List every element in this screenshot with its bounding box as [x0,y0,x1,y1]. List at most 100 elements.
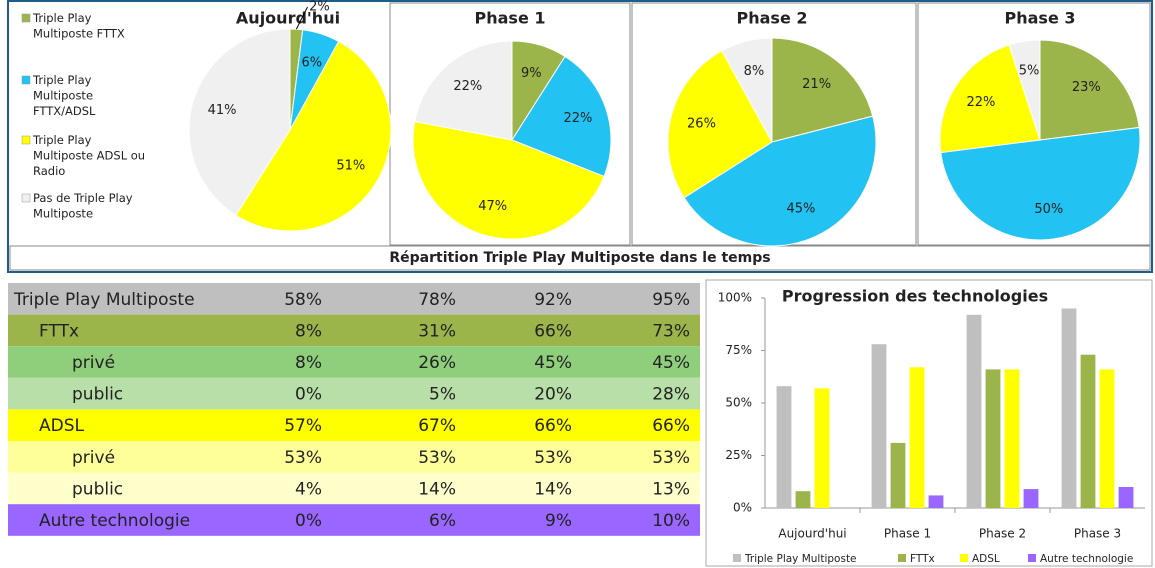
table-cell: 10% [652,511,690,531]
bar [1080,354,1096,508]
pie-slice [235,40,392,232]
y-tick-label: 75% [725,343,752,357]
legend-swatch [21,135,31,145]
row-label: FTTx [39,321,79,341]
table-cell: 20% [534,385,572,405]
row-label: public [72,479,123,499]
data-label: 22% [966,95,995,110]
data-label: 26% [687,116,716,131]
data-label: 6% [302,55,323,70]
bar [1023,489,1039,508]
y-tick-label: 50% [725,396,752,410]
data-label: 5% [1019,63,1040,78]
data-label: 23% [1072,80,1101,95]
table-cell: 28% [652,385,690,405]
x-tick-label: Phase 3 [1074,527,1121,541]
table-cell: 73% [652,321,690,341]
table-row [8,283,700,315]
table-cell: 14% [534,479,572,499]
legend-label: ADSL [972,553,1000,565]
data-label: 21% [802,77,831,92]
table-row [8,409,700,441]
legend-label: FTTx [910,553,935,565]
table-cell: 78% [418,290,456,310]
x-tick-label: Aujourd'hui [778,527,846,541]
pie-slice [412,120,605,240]
data-label: 22% [563,111,592,126]
legend-label: Pas de Triple Play Multiposte [33,191,133,221]
table-row [8,472,700,505]
data-label: 47% [478,199,507,214]
caption: Répartition Triple Play Multiposte dans … [389,250,770,266]
row-label: privé [72,353,115,373]
table-cell: 92% [534,290,572,310]
pie-slice [414,40,513,141]
table-cell: 53% [418,448,456,468]
table-cell: 0% [295,511,322,531]
caption-box [9,245,1151,271]
bar [1118,487,1134,508]
legend-swatch [21,13,31,23]
legend-swatch [1028,554,1036,562]
row-label: ADSL [39,416,85,436]
row-label: Autre technologie [39,511,190,531]
x-tick-label: Phase 1 [884,527,931,541]
table-cell: 66% [534,416,572,436]
y-tick-label: 100% [718,291,752,305]
table-row [8,346,700,378]
table-cell: 45% [534,353,572,373]
pie-slice [188,28,291,216]
y-tick-label: 25% [725,448,752,462]
legend-label: Autre technologie [1040,553,1133,565]
row-label: Triple Play Multiposte [13,290,195,310]
bar [890,442,906,508]
table-row [8,314,700,347]
legend-swatch [21,75,31,85]
table-cell: 8% [295,321,322,341]
bar [909,367,925,508]
table-cell: 4% [295,479,322,499]
table-cell: 53% [284,448,322,468]
data-label: 51% [336,158,365,173]
table-cell: 8% [295,353,322,373]
table-cell: 6% [429,511,456,531]
legend-swatch [733,554,741,562]
table-cell: 14% [418,479,456,499]
y-tick-label: 0% [733,501,752,515]
pie-slice [1039,39,1140,141]
legend-label: Triple Play Multiposte ADSL ou Radio [32,133,145,178]
table-row [8,377,700,410]
table-cell: 13% [652,479,690,499]
table-cell: 66% [534,321,572,341]
panel [917,2,1151,246]
table-cell: 26% [418,353,456,373]
table-cell: 45% [652,353,690,373]
data-label: 50% [1034,202,1063,217]
data-label: 45% [786,201,815,216]
table-cell: 66% [652,416,690,436]
legend-swatch [960,554,968,562]
pie-slice [1008,39,1041,141]
table-cell: 95% [652,290,690,310]
bar [985,369,1001,508]
pie-title: Phase 1 [475,9,546,28]
pie-frame [7,0,1153,273]
pie-slice [721,37,773,143]
bar [1099,369,1115,508]
table-row [8,441,700,473]
pie-title: Phase 3 [1005,9,1076,28]
bar [928,495,944,508]
pie-slice [771,37,874,143]
pie-slice [683,115,877,247]
data-label: 22% [453,79,482,94]
bar [776,386,792,508]
legend-label: Triple Play Multiposte [744,553,857,565]
pie-slice [511,55,612,178]
x-tick-label: Phase 2 [979,527,1026,541]
table-cell: 57% [284,416,322,436]
table-row [8,504,700,536]
bar [1061,308,1077,508]
legend-label: Triple Play Multiposte FTTX/ADSL [32,73,96,118]
table-cell: 9% [545,511,572,531]
